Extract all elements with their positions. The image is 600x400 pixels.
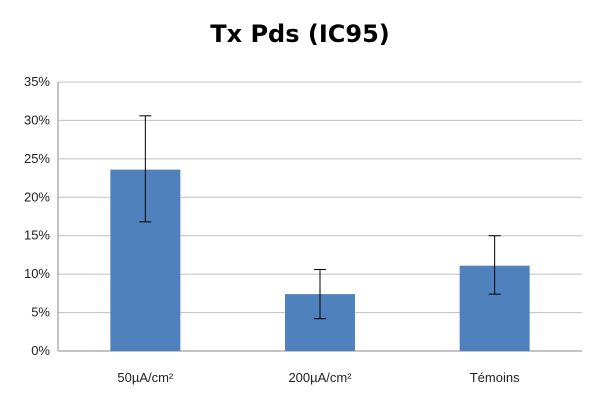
y-tick-label: 5% <box>31 305 50 320</box>
y-tick-label: 20% <box>24 189 50 204</box>
y-tick-label: 10% <box>24 266 50 281</box>
x-tick-label: Témoins <box>470 370 520 385</box>
y-tick-label: 35% <box>24 74 50 89</box>
chart-title: Tx Pds (IC95) <box>210 20 390 48</box>
y-tick-label: 0% <box>31 343 50 358</box>
y-tick-label: 25% <box>24 151 50 166</box>
x-tick-label: 200µA/cm² <box>288 370 352 385</box>
x-tick-label: 50µA/cm² <box>117 370 174 385</box>
y-tick-label: 30% <box>24 112 50 127</box>
y-tick-label: 15% <box>24 228 50 243</box>
